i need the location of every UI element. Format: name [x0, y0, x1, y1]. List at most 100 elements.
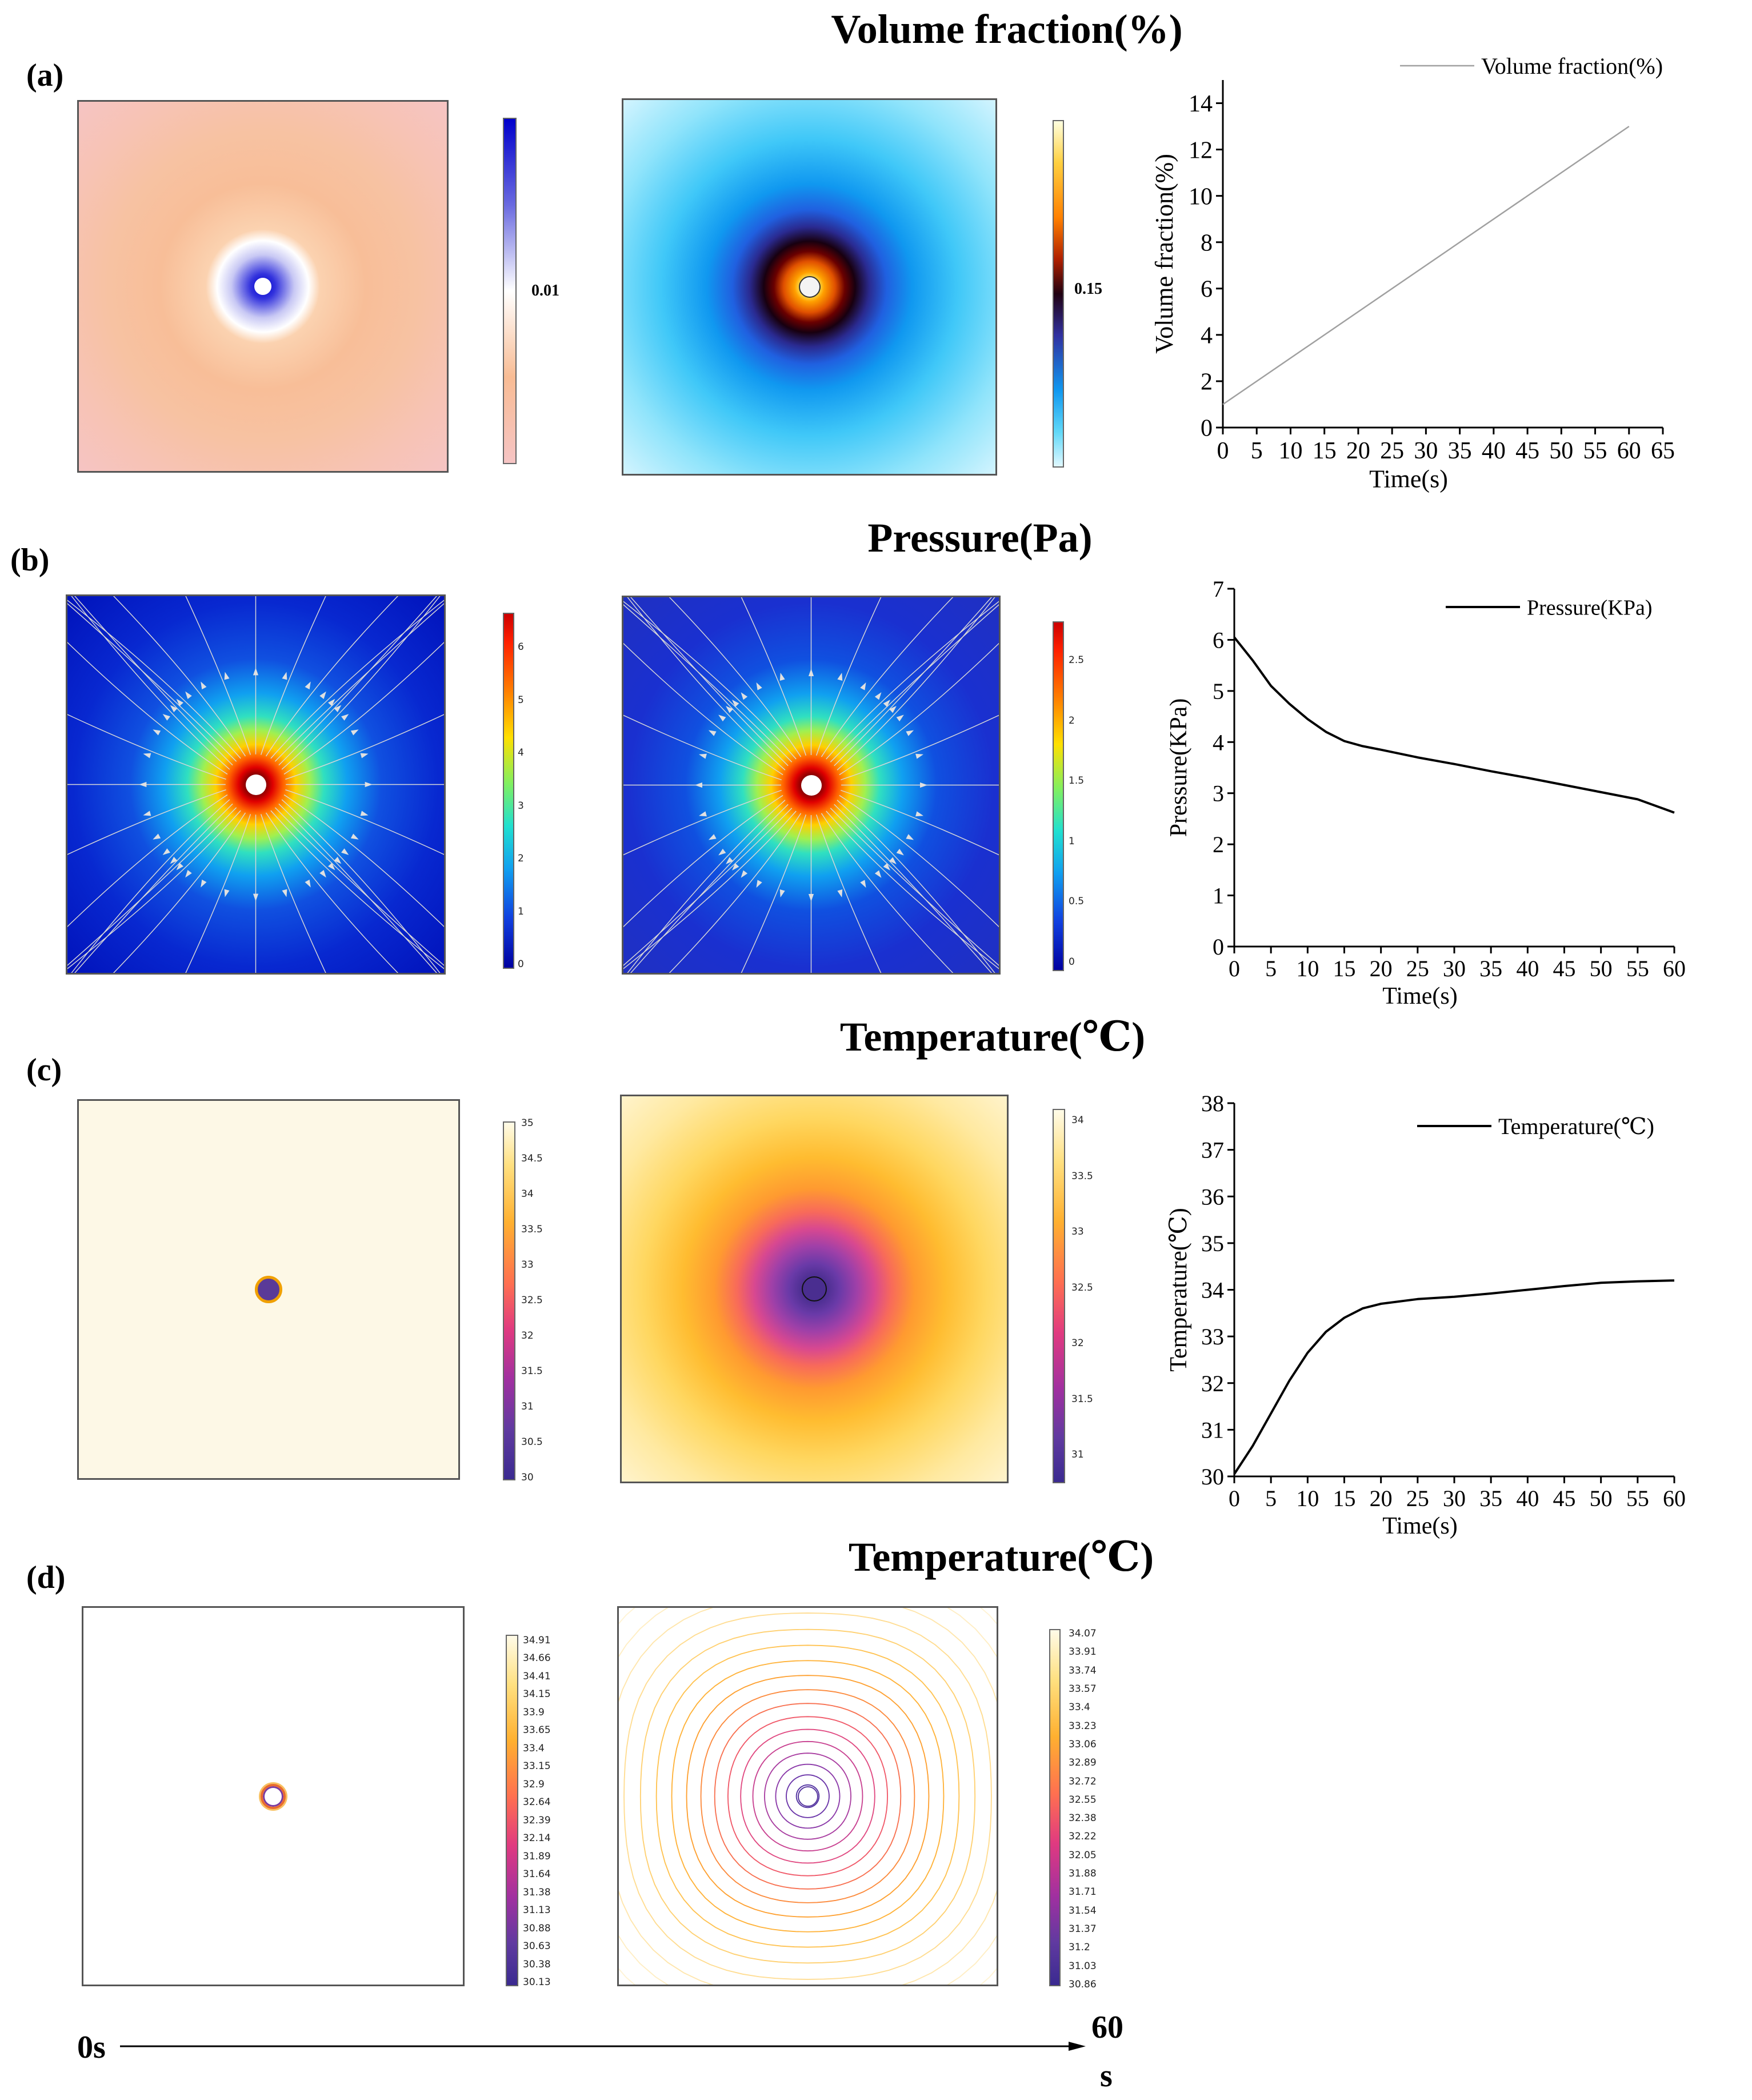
streamline-arrow	[334, 857, 342, 864]
streamline-arrow	[185, 870, 192, 878]
y-axis-label: Volume fraction(%)	[1150, 154, 1178, 354]
x-tick-label: 30	[1443, 956, 1466, 981]
streamline-arrow	[756, 682, 762, 690]
streamline	[67, 807, 237, 966]
streamline-arrow	[143, 753, 151, 758]
x-tick-label: 55	[1583, 438, 1607, 464]
colorbar-tick: 34.41	[523, 1670, 551, 1682]
y-tick-label: 34	[1201, 1277, 1224, 1303]
streamline-arrow	[185, 691, 192, 699]
y-axis-label: Pressure(KPa)	[1166, 698, 1192, 837]
streamline	[285, 714, 444, 780]
streamline-arrow	[718, 848, 726, 856]
source-hole	[245, 774, 266, 795]
y-tick-label: 12	[1189, 137, 1213, 163]
streamline	[185, 814, 251, 973]
colorbar-tick: 33.4	[523, 1742, 545, 1754]
streamline	[830, 604, 999, 762]
x-tick-label: 10	[1296, 1486, 1319, 1511]
streamline-arrow	[726, 706, 733, 713]
isotherm	[795, 1784, 820, 1808]
streamline-arrow	[808, 894, 814, 902]
x-tick-label: 5	[1265, 956, 1277, 981]
source-hole	[261, 1783, 286, 1809]
colorbar-tick: 32	[521, 1330, 534, 1342]
x-axis-label: Time(s)	[1382, 1513, 1457, 1539]
colorbar-contour-60s	[1049, 1629, 1061, 1986]
streamline	[623, 604, 793, 762]
colorbar-tick: 33.06	[1069, 1738, 1097, 1750]
colorbar-tick: 2	[1069, 714, 1075, 726]
volume-field-60s	[622, 98, 997, 476]
streamline-arrow	[153, 729, 161, 736]
streamline-arrow	[360, 753, 369, 758]
x-tick-label: 15	[1333, 956, 1356, 981]
x-tick-label: 20	[1346, 438, 1370, 464]
section-title-temperature: Temperature(℃)	[839, 1014, 1146, 1060]
streamline	[839, 642, 999, 776]
streamline	[113, 596, 246, 757]
streamline	[283, 794, 444, 928]
legend-label: Temperature(℃)	[1498, 1113, 1654, 1139]
y-tick-label: 4	[1213, 729, 1224, 755]
streamline	[623, 795, 783, 928]
streamline	[830, 808, 999, 966]
colorbar-tick: 33.15	[523, 1760, 551, 1772]
isotherm	[623, 1612, 992, 1980]
colorbar-tick: 32.05	[1069, 1849, 1097, 1861]
streamline	[837, 800, 995, 973]
y-tick-label: 32	[1201, 1371, 1224, 1396]
colorbar-tick: 31.64	[523, 1869, 551, 1881]
isotherm	[752, 1740, 863, 1852]
streamline-arrow	[350, 729, 359, 736]
streamline-arrow	[808, 668, 814, 676]
streamline-arrow	[201, 681, 207, 690]
colorbar-tick: 32.72	[1069, 1775, 1097, 1787]
x-tick-label: 55	[1626, 1486, 1649, 1511]
x-tick-label: 20	[1370, 1486, 1393, 1511]
colorbar-tick: 34.07	[1069, 1628, 1097, 1639]
streamline	[285, 789, 444, 855]
streamline	[627, 597, 786, 770]
streamline-arrow	[837, 673, 843, 681]
colorbar-tick: 1	[518, 905, 524, 917]
streamline	[623, 642, 783, 776]
streamline	[278, 596, 437, 766]
x-tick-label: 60	[1663, 956, 1686, 981]
streamline	[837, 597, 995, 770]
isotherm	[727, 1716, 889, 1877]
isotherm	[639, 1628, 976, 1964]
x-tick-label: 5	[1265, 1486, 1277, 1511]
streamline	[821, 813, 954, 973]
colorbar-tick: 33.74	[1069, 1664, 1097, 1676]
colorbar-tick: 31.13	[523, 1905, 551, 1917]
streamline-arrow	[282, 672, 287, 680]
streamline	[260, 596, 326, 755]
streamline	[281, 596, 441, 770]
colorbar-tick: 30.38	[523, 1958, 551, 1970]
streamline	[281, 799, 441, 973]
colorbar-tick: 4	[518, 747, 524, 758]
x-tick-label: 45	[1553, 956, 1576, 981]
x-tick-label: 60	[1617, 438, 1641, 464]
streamline-arrow	[139, 781, 147, 788]
legend-label: Pressure(KPa)	[1527, 596, 1653, 620]
x-tick-label: 55	[1626, 956, 1649, 981]
streamline-arrow	[708, 730, 717, 736]
x-tick-label: 35	[1448, 438, 1472, 464]
series-line-pressure	[1233, 636, 1675, 814]
streamline	[283, 641, 444, 775]
y-axis-label: Temperature(℃)	[1166, 1208, 1192, 1372]
y-tick-label: 3	[1213, 781, 1224, 807]
temperature-field-60s	[620, 1095, 1009, 1483]
y-tick-label: 1	[1213, 883, 1224, 909]
temperature-field-0s	[77, 1099, 460, 1480]
colorbar-tick: 33	[521, 1259, 534, 1271]
colorbar-tick: 34.15	[523, 1688, 551, 1700]
streamline	[67, 789, 226, 855]
colorbar-tick: 30.63	[523, 1941, 551, 1953]
x-tick-label: 45	[1553, 1486, 1576, 1511]
streamline-arrow	[732, 700, 739, 707]
y-tick-label: 36	[1201, 1184, 1224, 1209]
source-hole	[798, 276, 821, 298]
